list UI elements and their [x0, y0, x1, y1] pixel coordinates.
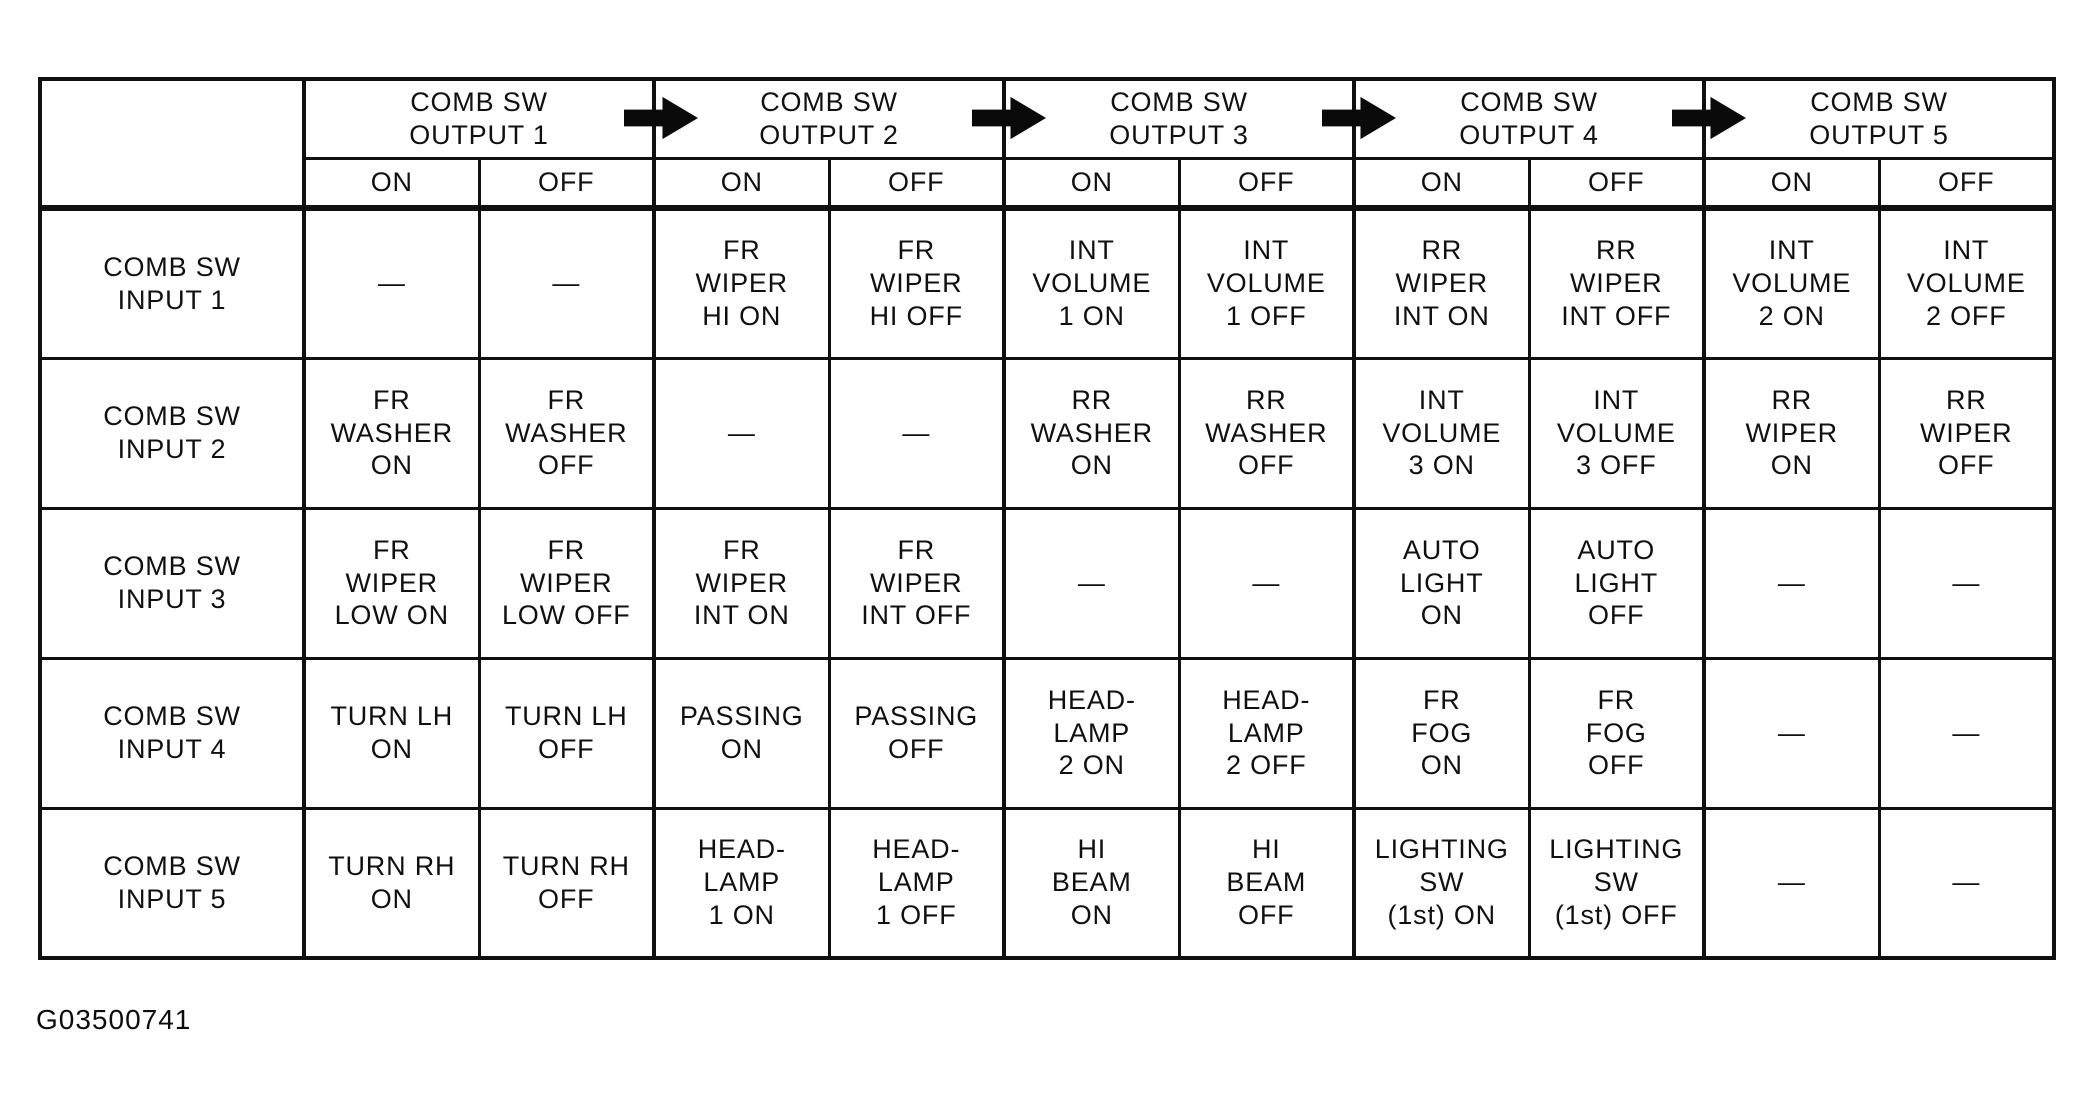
output-group-header-5: COMB SW OUTPUT 5 [1702, 77, 2056, 160]
cell: — [1177, 506, 1356, 660]
row-label-input-2: COMB SW INPUT 2 [38, 356, 306, 510]
table-row-input-4: COMB SW INPUT 4 TURN LH ON TURN LH OFF P… [38, 656, 2056, 810]
output-group-header-2: COMB SW OUTPUT 2 [652, 77, 1006, 160]
cell: LIGHTING SW (1st) OFF [1527, 806, 1706, 960]
cell: — [652, 356, 831, 510]
cell: — [1877, 656, 2056, 810]
cell: PASSING OFF [827, 656, 1006, 810]
cell: FR FOG OFF [1527, 656, 1706, 810]
cell: — [1702, 506, 1881, 660]
subheader-off: OFF [1177, 157, 1356, 211]
cell: FR WIPER HI ON [652, 206, 831, 360]
subheader-on: ON [1352, 157, 1531, 211]
subheader-off: OFF [827, 157, 1006, 211]
row-label-input-3: COMB SW INPUT 3 [38, 506, 306, 660]
cell: — [1877, 806, 2056, 960]
cell: FR FOG ON [1352, 656, 1531, 810]
subheader-on: ON [1702, 157, 1881, 211]
subheader-on: ON [302, 157, 481, 211]
cell: INT VOLUME 3 ON [1352, 356, 1531, 510]
cell: RR WIPER ON [1702, 356, 1881, 510]
subheader-off: OFF [1527, 157, 1706, 211]
figure-code: G03500741 [36, 1004, 192, 1035]
cell: AUTO LIGHT ON [1352, 506, 1531, 660]
cell: FR WASHER OFF [477, 356, 656, 510]
cell: HI BEAM ON [1002, 806, 1181, 960]
cell: — [827, 356, 1006, 510]
cell: — [1002, 506, 1181, 660]
cell: RR WASHER OFF [1177, 356, 1356, 510]
cell: HI BEAM OFF [1177, 806, 1356, 960]
cell: PASSING ON [652, 656, 831, 810]
cell: HEAD- LAMP 2 OFF [1177, 656, 1356, 810]
cell: INT VOLUME 2 OFF [1877, 206, 2056, 360]
cell: RR WASHER ON [1002, 356, 1181, 510]
cell: INT VOLUME 1 ON [1002, 206, 1181, 360]
cell: RR WIPER INT ON [1352, 206, 1531, 360]
cell: — [1877, 506, 2056, 660]
cell: FR WIPER INT ON [652, 506, 831, 660]
cell: AUTO LIGHT OFF [1527, 506, 1706, 660]
output-group-header-4: COMB SW OUTPUT 4 [1352, 77, 1706, 160]
cell: INT VOLUME 3 OFF [1527, 356, 1706, 510]
cell: RR WIPER OFF [1877, 356, 2056, 510]
output-group-header-1: COMB SW OUTPUT 1 [302, 77, 656, 160]
cell: — [477, 206, 656, 360]
cell: LIGHTING SW (1st) ON [1352, 806, 1531, 960]
cell: TURN LH ON [302, 656, 481, 810]
cell: TURN RH ON [302, 806, 481, 960]
output-group-header-row: COMB SW OUTPUT 1 COMB SW OUTPUT 2 COMB S… [38, 77, 2056, 211]
subheader-off: OFF [477, 157, 656, 211]
on-off-subheader-row: ON OFF ON OFF ON OFF ON OFF ON OFF [40, 157, 2056, 211]
row-label-input-4: COMB SW INPUT 4 [38, 656, 306, 810]
table-row-input-2: COMB SW INPUT 2 FR WASHER ON FR WASHER O… [38, 356, 2056, 510]
cell: TURN RH OFF [477, 806, 656, 960]
cell: FR WIPER INT OFF [827, 506, 1006, 660]
table-row-input-5: COMB SW INPUT 5 TURN RH ON TURN RH OFF H… [38, 806, 2056, 960]
row-label-input-1: COMB SW INPUT 1 [38, 206, 306, 360]
subheader-on: ON [652, 157, 831, 211]
subheader-off: OFF [1877, 157, 2056, 211]
output-group-header-3: COMB SW OUTPUT 3 [1002, 77, 1356, 160]
cell: FR WIPER LOW ON [302, 506, 481, 660]
cell: HEAD- LAMP 2 ON [1002, 656, 1181, 810]
cell: HEAD- LAMP 1 OFF [827, 806, 1006, 960]
cell: FR WIPER LOW OFF [477, 506, 656, 660]
cell: — [1702, 806, 1881, 960]
table-row-input-1: COMB SW INPUT 1 — — FR WIPER HI ON FR WI… [38, 206, 2056, 360]
row-label-input-5: COMB SW INPUT 5 [38, 806, 306, 960]
cell: — [302, 206, 481, 360]
subheader-on: ON [1002, 157, 1181, 211]
cell: HEAD- LAMP 1 ON [652, 806, 831, 960]
comb-sw-io-table: COMB SW OUTPUT 1 COMB SW OUTPUT 2 COMB S… [38, 77, 2056, 960]
cell: TURN LH OFF [477, 656, 656, 810]
table-row-input-3: COMB SW INPUT 3 FR WIPER LOW ON FR WIPER… [38, 506, 2056, 660]
cell: FR WIPER HI OFF [827, 206, 1006, 360]
cell: INT VOLUME 2 ON [1702, 206, 1881, 360]
corner-cell [38, 77, 306, 211]
cell: — [1702, 656, 1881, 810]
cell: FR WASHER ON [302, 356, 481, 510]
cell: RR WIPER INT OFF [1527, 206, 1706, 360]
cell: INT VOLUME 1 OFF [1177, 206, 1356, 360]
